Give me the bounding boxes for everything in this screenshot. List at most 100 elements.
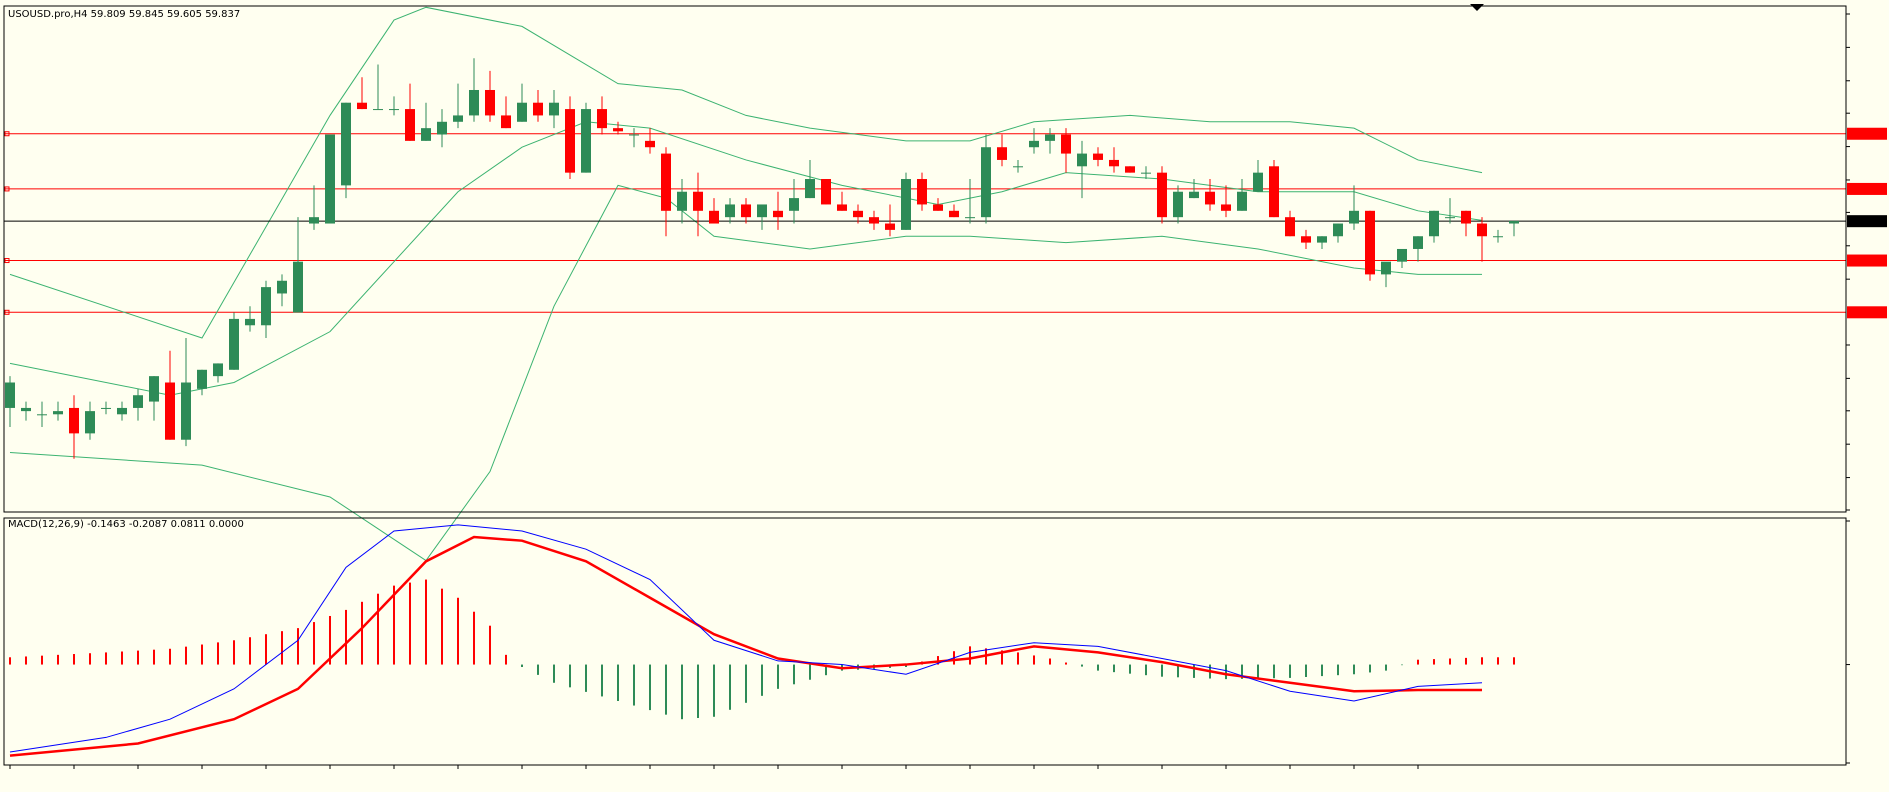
candle-body [1205, 191, 1215, 205]
candle-body [1493, 236, 1503, 238]
candle-body [261, 287, 271, 326]
candle-body [741, 204, 751, 218]
candle-body [245, 318, 255, 326]
candle-body [1125, 166, 1135, 173]
level-anchor [4, 186, 10, 192]
candle-body [901, 179, 911, 230]
candle-body [693, 191, 703, 211]
candle-body [405, 109, 415, 141]
candle-body [549, 102, 559, 116]
candle-body [1045, 134, 1055, 141]
candle-body [997, 147, 1007, 160]
candle-body [485, 89, 495, 116]
candle-body [229, 318, 239, 370]
macd-header: MACD(12,26,9) -0.1463 -0.2087 0.0811 0.0… [8, 519, 244, 530]
candle-body [1029, 140, 1039, 148]
candle-body [1365, 210, 1375, 275]
candle-body [1509, 220, 1519, 224]
candle-body [1413, 236, 1423, 249]
level-anchor [4, 258, 10, 264]
candle-body [645, 140, 655, 148]
candle-body [1301, 236, 1311, 243]
candle-body [1445, 217, 1455, 219]
candle-body [117, 407, 127, 415]
candle-body [853, 210, 863, 218]
candle-body [277, 280, 287, 294]
candle-body [709, 210, 719, 224]
candle-body [1269, 166, 1279, 218]
price-header: USOUSD.pro,H4 59.809 59.845 59.605 59.83… [8, 9, 240, 20]
candle-body [501, 115, 511, 129]
candle-body [309, 217, 319, 224]
candle-body [613, 128, 623, 132]
band-upper-line [9, 6, 1483, 339]
candle-body [949, 210, 959, 218]
candle-body [869, 217, 879, 224]
band-lower-line [9, 184, 1482, 562]
level-tag [1847, 254, 1887, 267]
candle-body [389, 109, 399, 111]
price-frame [3, 5, 1847, 513]
candle-body [1333, 223, 1343, 237]
candle-body [981, 147, 991, 218]
candle-body [85, 411, 95, 434]
candle-body [1381, 261, 1391, 275]
candle-body [629, 134, 639, 136]
candle-body [165, 382, 175, 440]
candle-body [773, 210, 783, 218]
candle-body [757, 204, 767, 218]
candle-body [1461, 210, 1471, 224]
candle-body [821, 179, 831, 205]
shift-marker-icon[interactable] [1470, 4, 1484, 11]
candle-body [1221, 204, 1231, 211]
candle-body [69, 407, 79, 434]
candle-body [1141, 172, 1151, 174]
candle-body [101, 407, 111, 409]
candle-body [917, 179, 927, 205]
price-pane[interactable] [4, 6, 1846, 562]
candle-body [597, 109, 607, 129]
candle-body [21, 407, 31, 412]
candle-body [469, 89, 479, 116]
candle-body [965, 217, 975, 219]
candle-body [1477, 223, 1487, 237]
candle-body [181, 382, 191, 440]
candle-body [1061, 134, 1071, 154]
candle-body [437, 121, 447, 135]
candle-body [1285, 217, 1295, 237]
candle-body [1317, 236, 1327, 243]
candle-body [325, 134, 335, 224]
candle-body [421, 128, 431, 141]
candle-body [1173, 191, 1183, 218]
macd-line [9, 524, 1483, 753]
candle-body [293, 261, 303, 313]
candle-body [133, 395, 143, 408]
candle-body [1429, 210, 1439, 237]
candle-body [197, 369, 207, 389]
candle-body [1157, 172, 1167, 218]
candle-body [1349, 210, 1359, 224]
candle-body [53, 411, 63, 415]
candle-body [1397, 248, 1407, 262]
macd-pane[interactable] [9, 524, 1515, 757]
candle-body [885, 223, 895, 230]
level-tag [1847, 182, 1887, 195]
candle-body [1077, 153, 1087, 167]
candle-body [837, 204, 847, 211]
candle-body [5, 382, 15, 408]
candle-body [373, 109, 383, 111]
candle-body [805, 179, 815, 199]
candle-body [213, 363, 223, 377]
candle-body [677, 191, 687, 211]
level-tag [1847, 127, 1887, 140]
level-anchor [4, 309, 10, 315]
candle-body [933, 204, 943, 211]
candle-body [661, 153, 671, 211]
candle-body [789, 198, 799, 211]
candle-body [581, 109, 591, 173]
candle-body [1237, 191, 1247, 211]
candle-body [517, 102, 527, 122]
level-anchor [4, 131, 10, 137]
candle-body [341, 102, 351, 186]
